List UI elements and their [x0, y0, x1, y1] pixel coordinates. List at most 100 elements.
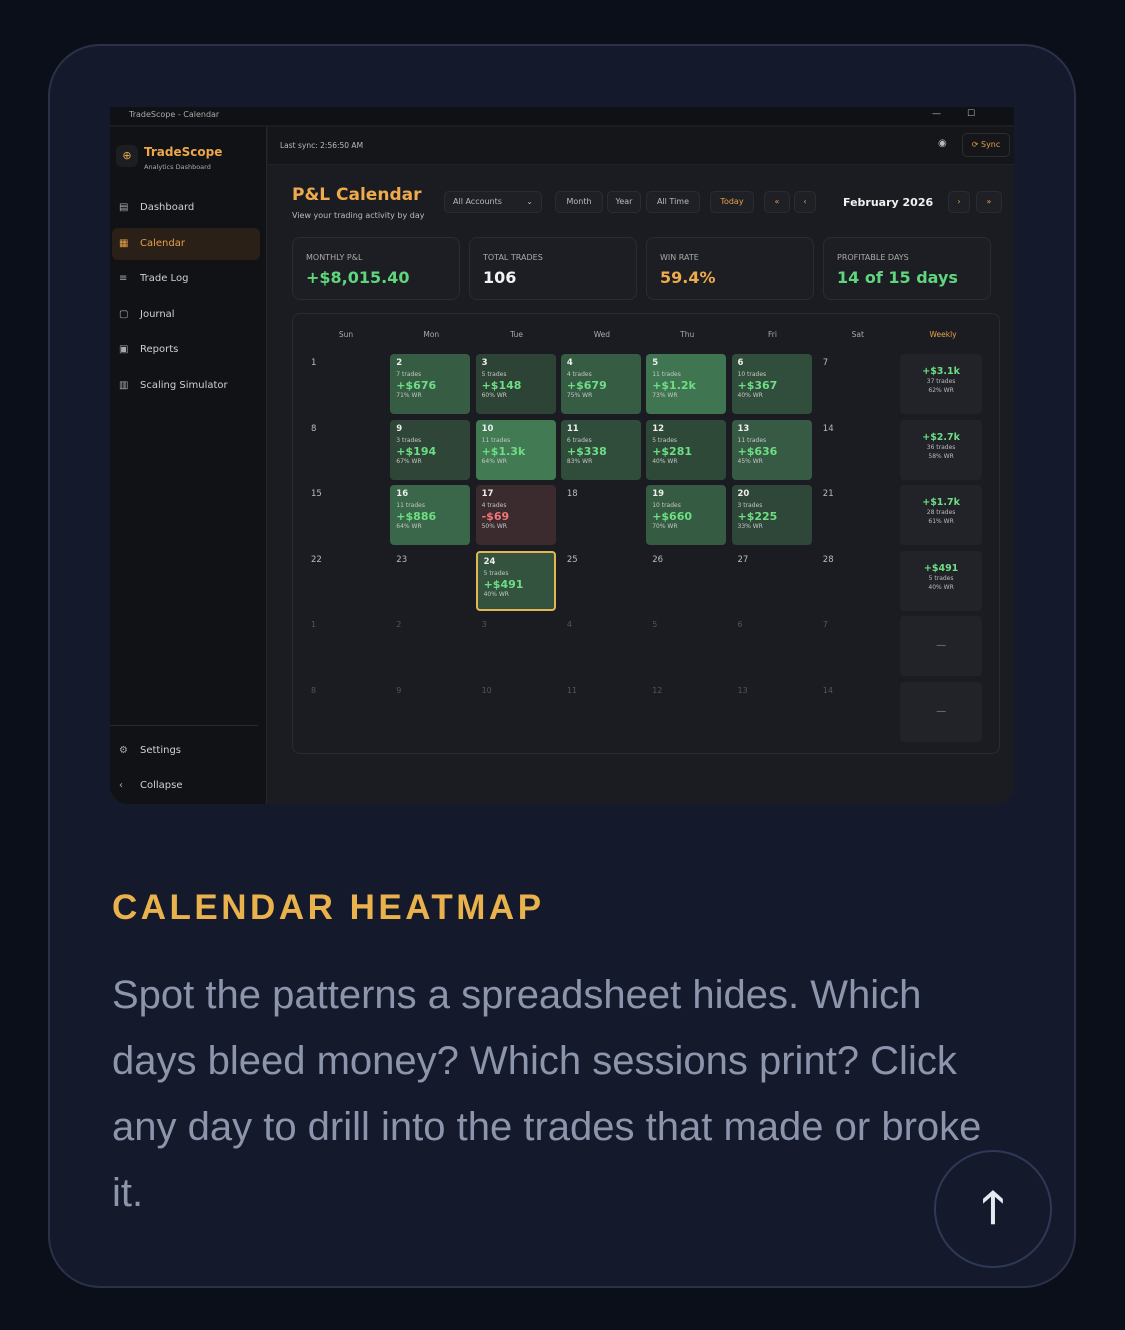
day-win-rate: 83% WR	[566, 457, 593, 465]
sidebar-item-calendar[interactable]: ▦ Calendar	[112, 227, 260, 260]
calendar-day[interactable]: 20 3 trades +$225 33% WR	[731, 485, 812, 546]
stat-label: PROFITABLE DAYS	[837, 253, 909, 262]
calendar-day[interactable]: 23	[390, 551, 470, 611]
sidebar-item-trade-log[interactable]: ≡ Trade Log	[112, 263, 260, 295]
weekly-empty: —	[936, 706, 947, 717]
simulator-icon: ▥	[119, 379, 129, 391]
maximize-icon[interactable]: ☐	[967, 109, 976, 119]
range-month[interactable]: Month	[555, 191, 603, 213]
calendar-day[interactable]: 15	[305, 485, 385, 545]
calendar-day[interactable]: 3 5 trades +$148 60% WR	[475, 354, 556, 414]
calendar-day[interactable]: 1	[305, 616, 385, 676]
day-number: 24	[483, 556, 496, 567]
range-all-time[interactable]: All Time	[646, 191, 700, 213]
day-number: 14	[822, 423, 834, 434]
calendar-day[interactable]: 17 4 trades -$69 50% WR	[475, 485, 556, 546]
today-button[interactable]: Today	[710, 191, 754, 213]
day-pnl: +$338	[566, 444, 607, 458]
day-number: 15	[311, 489, 322, 500]
range-year[interactable]: Year	[607, 191, 641, 213]
eye-icon[interactable]: ◉	[938, 138, 947, 149]
day-number: 4	[566, 620, 572, 630]
stat-card: WIN RATE 59.4%	[646, 237, 814, 300]
calendar-day[interactable]: 7	[817, 616, 897, 676]
sidebar-item-journal[interactable]: ▢ Journal	[112, 299, 260, 331]
calendar-day[interactable]: 10 11 trades +$1.3k 64% WR	[475, 419, 556, 480]
book-icon: ▢	[119, 308, 129, 320]
calendar-day[interactable]: 13 11 trades +$636 45% WR	[731, 419, 812, 480]
calendar-day[interactable]: 19 10 trades +$660 70% WR	[646, 485, 727, 546]
weekday-header: Mon	[423, 330, 440, 339]
calendar-day[interactable]: 25	[561, 551, 641, 611]
weekday-header: Fri	[768, 330, 777, 339]
calendar-day[interactable]: 24 5 trades +$491 40% WR	[475, 550, 556, 611]
calendar-day[interactable]: 10	[476, 682, 556, 742]
day-number: 14	[822, 686, 833, 695]
day-number: 7	[822, 358, 829, 368]
calendar-day[interactable]: 9	[390, 682, 470, 742]
next-month-button[interactable]: ›	[948, 191, 970, 213]
sync-button[interactable]: ⟳ Sync	[962, 133, 1010, 157]
collapse-button[interactable]: ‹ Collapse	[112, 770, 260, 802]
prev-year-button[interactable]: «	[764, 191, 790, 213]
sidebar-item-reports[interactable]: ▣ Reports	[112, 334, 260, 366]
day-number: 8	[311, 686, 317, 695]
calendar-day[interactable]: 18	[561, 485, 641, 545]
calendar-day[interactable]: 5 11 trades +$1.2k 73% WR	[646, 354, 727, 414]
scroll-to-top-button[interactable]: 🡑	[934, 1150, 1052, 1268]
minimize-icon[interactable]: —	[932, 109, 941, 119]
calendar-day[interactable]: 14	[817, 420, 897, 480]
calendar-day[interactable]: 12 5 trades +$281 40% WR	[646, 419, 727, 480]
calendar-day[interactable]: 7	[817, 354, 897, 414]
calendar-day[interactable]: 1	[305, 354, 385, 414]
day-trades: 4 trades	[481, 502, 507, 510]
day-pnl: +$886	[396, 510, 437, 524]
sidebar-item-scaling-simulator[interactable]: ▥ Scaling Simulator	[112, 370, 260, 402]
stat-card: MONTHLY P&L +$8,015.40	[292, 237, 460, 300]
calendar-day[interactable]: 27	[732, 551, 812, 611]
calendar-day[interactable]: 11	[561, 682, 641, 742]
weekly-win-rate: 62% WR	[928, 387, 954, 394]
calendar-day[interactable]: 22	[305, 551, 385, 611]
prev-month-button[interactable]: ‹	[794, 191, 816, 213]
calendar-day[interactable]: 14	[817, 682, 897, 742]
sync-label: Sync	[980, 140, 1001, 149]
calendar-day[interactable]: 8	[305, 682, 385, 742]
calendar-day[interactable]: 9 3 trades +$194 67% WR	[390, 419, 471, 480]
sidebar-item-dashboard[interactable]: ▤ Dashboard	[112, 192, 260, 224]
calendar-day[interactable]: 12	[646, 682, 726, 742]
day-win-rate: 64% WR	[481, 457, 507, 465]
calendar-day[interactable]: 4	[561, 616, 641, 676]
calendar-day[interactable]: 6	[732, 616, 812, 676]
weekly-pnl: +$2.7k	[922, 431, 960, 443]
calendar-day[interactable]: 6 10 trades +$367 40% WR	[731, 354, 812, 414]
stat-label: MONTHLY P&L	[306, 253, 363, 262]
day-pnl: +$148	[481, 379, 522, 392]
day-number: 2	[396, 620, 402, 630]
day-pnl: -$69	[481, 510, 510, 524]
calendar-day[interactable]: 4 4 trades +$679 75% WR	[560, 354, 641, 414]
calendar-day[interactable]: 8	[305, 420, 385, 480]
day-win-rate: 60% WR	[481, 392, 507, 399]
day-pnl: +$660	[652, 510, 693, 524]
sidebar-item-settings[interactable]: ⚙ Settings	[112, 735, 260, 767]
calendar-day[interactable]: 21	[817, 485, 897, 545]
calendar-day[interactable]: 16 11 trades +$886 64% WR	[390, 485, 471, 546]
calendar-day[interactable]: 2	[390, 616, 470, 676]
account-select[interactable]: All Accounts ⌄	[444, 191, 542, 213]
calendar-day[interactable]: 3	[476, 616, 556, 676]
report-icon: ▣	[119, 344, 129, 355]
brand-name: TradeScope	[144, 145, 223, 159]
calendar-day[interactable]: 2 7 trades +$676 71% WR	[390, 354, 471, 414]
weekly-summary: +$1.7k 28 trades 61% WR	[900, 485, 983, 546]
calendar-day[interactable]: 5	[646, 616, 726, 676]
calendar-day[interactable]: 13	[732, 682, 812, 742]
day-trades: 11 trades	[652, 371, 681, 378]
next-year-button[interactable]: »	[976, 191, 1002, 213]
calendar-day[interactable]: 26	[646, 551, 726, 611]
calendar-day[interactable]: 11 6 trades +$338 83% WR	[560, 419, 641, 480]
logo-icon: ⊕	[116, 145, 138, 167]
day-number: 5	[652, 620, 658, 630]
day-trades: 11 trades	[396, 502, 425, 510]
calendar-day[interactable]: 28	[817, 551, 897, 611]
